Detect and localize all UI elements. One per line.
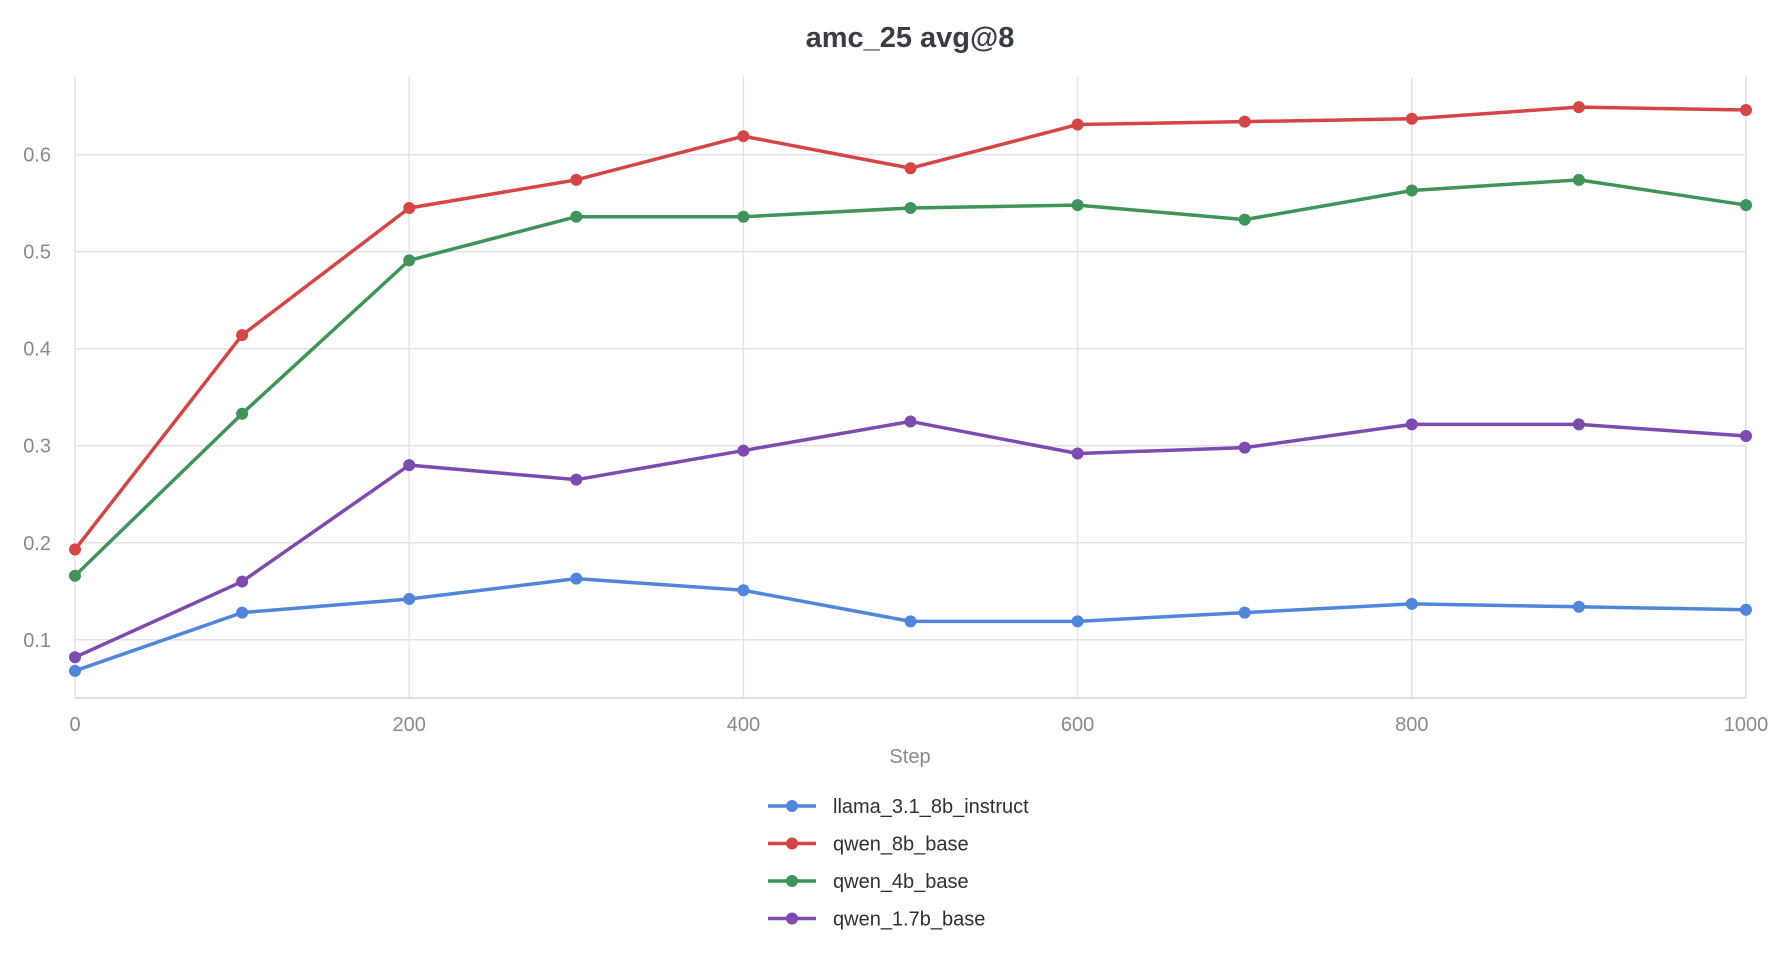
- axes-layer: 0 200 400 600 800 1000 0.1 0.2 0.3 0.4 0.5 0.6: [23, 145, 1768, 736]
- data-point[interactable]: [570, 572, 583, 585]
- legend: llama_3.1_8b_instruct qwen_8b_base qwen_4b…: [768, 796, 1029, 931]
- data-point[interactable]: [1572, 101, 1585, 114]
- y-tick-label: 0.2: [23, 533, 51, 555]
- chart-title: amc_25 avg@8: [806, 22, 1015, 54]
- data-point[interactable]: [737, 130, 750, 143]
- series-layer: [69, 101, 1752, 677]
- data-point[interactable]: [403, 459, 416, 472]
- data-point[interactable]: [69, 543, 81, 556]
- data-point[interactable]: [1238, 441, 1251, 454]
- data-point[interactable]: [236, 606, 249, 619]
- y-tick-label: 0.4: [23, 339, 51, 361]
- data-point[interactable]: [403, 201, 416, 214]
- x-tick-label: 1000: [1724, 714, 1769, 736]
- data-point[interactable]: [737, 444, 750, 457]
- series-qwen_8b_base: [69, 101, 1752, 556]
- data-point[interactable]: [1071, 199, 1084, 212]
- data-point[interactable]: [1238, 115, 1251, 128]
- data-point[interactable]: [69, 651, 81, 664]
- series-qwen_1.7b_base: [69, 415, 1752, 664]
- data-point[interactable]: [236, 329, 249, 342]
- series-llama_3.1_8b_instruct: [69, 572, 1752, 677]
- data-point[interactable]: [403, 593, 416, 606]
- data-point[interactable]: [1238, 213, 1251, 226]
- legend-item[interactable]: qwen_4b_base: [768, 871, 969, 893]
- data-point[interactable]: [1405, 184, 1418, 197]
- data-point[interactable]: [1740, 199, 1752, 212]
- data-point[interactable]: [236, 407, 249, 420]
- y-tick-label: 0.1: [23, 630, 51, 652]
- data-point[interactable]: [1572, 600, 1585, 613]
- data-point[interactable]: [737, 584, 750, 597]
- y-tick-label: 0.6: [23, 145, 51, 167]
- legend-item[interactable]: qwen_1.7b_base: [768, 909, 985, 931]
- x-tick-label: 0: [69, 714, 80, 736]
- series-line: [73, 178, 1748, 578]
- legend-label: qwen_8b_base: [833, 834, 969, 856]
- legend-swatch-marker: [786, 800, 798, 812]
- data-point[interactable]: [570, 173, 583, 186]
- data-point[interactable]: [403, 254, 416, 267]
- x-tick-label: 600: [1061, 714, 1094, 736]
- legend-swatch-marker: [786, 875, 798, 887]
- data-point[interactable]: [1740, 430, 1752, 443]
- legend-swatch-marker: [786, 837, 798, 850]
- data-point[interactable]: [904, 201, 917, 214]
- y-tick-label: 0.3: [23, 436, 51, 458]
- legend-item[interactable]: llama_3.1_8b_instruct: [768, 796, 1029, 818]
- data-point[interactable]: [1740, 103, 1752, 116]
- legend-label: qwen_4b_base: [833, 871, 969, 893]
- data-point[interactable]: [69, 664, 81, 677]
- data-point[interactable]: [904, 415, 917, 428]
- data-point[interactable]: [1572, 418, 1585, 431]
- data-point[interactable]: [1740, 603, 1752, 616]
- data-point[interactable]: [904, 162, 917, 175]
- x-tick-label: 200: [393, 714, 426, 736]
- x-tick-label: 400: [727, 714, 760, 736]
- data-point[interactable]: [570, 473, 583, 486]
- legend-label: llama_3.1_8b_instruct: [833, 796, 1029, 818]
- data-point[interactable]: [737, 210, 750, 223]
- data-point[interactable]: [570, 210, 583, 223]
- y-tick-label: 0.5: [23, 242, 51, 264]
- series-qwen_4b_base: [69, 173, 1752, 582]
- legend-swatch-marker: [786, 912, 798, 925]
- data-point[interactable]: [1071, 447, 1084, 460]
- data-point[interactable]: [1405, 597, 1418, 610]
- x-tick-label: 800: [1395, 714, 1428, 736]
- data-point[interactable]: [1238, 606, 1251, 619]
- data-point[interactable]: [1071, 118, 1084, 131]
- legend-item[interactable]: qwen_8b_base: [768, 834, 969, 856]
- data-point[interactable]: [1572, 173, 1585, 186]
- data-point[interactable]: [1405, 112, 1418, 125]
- data-point[interactable]: [1405, 418, 1418, 431]
- legend-label: qwen_1.7b_base: [833, 909, 985, 931]
- x-axis-title: Step: [889, 746, 930, 768]
- data-point[interactable]: [1071, 615, 1084, 628]
- data-point[interactable]: [69, 569, 81, 582]
- data-point[interactable]: [236, 575, 249, 588]
- data-point[interactable]: [904, 615, 917, 628]
